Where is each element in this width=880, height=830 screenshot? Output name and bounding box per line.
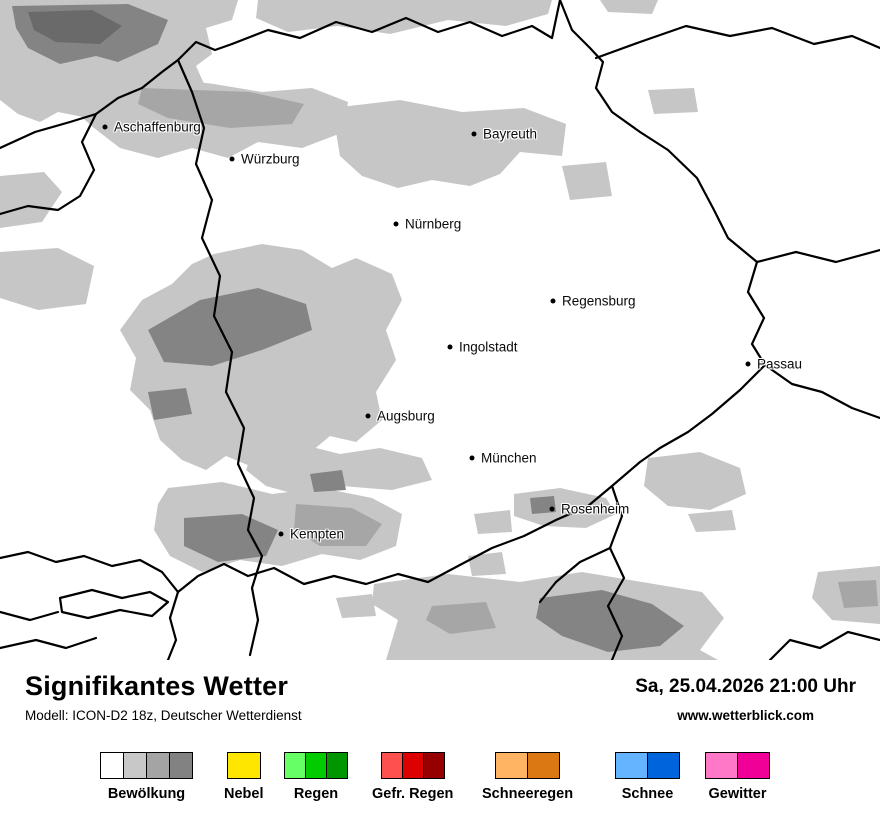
- legend-group-gefr-regen: Gefr. Regen: [372, 752, 453, 802]
- legend-swatches: [284, 752, 348, 779]
- city-dot-icon: [102, 124, 108, 130]
- city-marker-kempten: Kempten: [278, 526, 345, 542]
- city-dot-icon: [447, 344, 453, 350]
- city-dot-icon: [549, 506, 555, 512]
- city-label: München: [481, 450, 537, 466]
- city-marker-bayreuth: Bayreuth: [471, 126, 538, 142]
- city-dot-icon: [471, 131, 477, 137]
- city-marker-augsburg: Augsburg: [365, 408, 435, 424]
- legend-swatches: [226, 752, 261, 779]
- legend-swatch: [401, 752, 424, 779]
- footer-left: Signifikantes Wetter Modell: ICON-D2 18z…: [25, 671, 302, 724]
- legend-swatch: [527, 752, 561, 779]
- model-info: Modell: ICON-D2 18z, Deutscher Wetterdie…: [25, 708, 302, 724]
- website-text: www.wetterblick.com: [677, 708, 815, 723]
- legend-swatch: [326, 752, 348, 779]
- legend-label: Regen: [293, 786, 339, 802]
- city-label: Nürnberg: [405, 216, 462, 232]
- city-dot-icon: [278, 531, 284, 537]
- city-dot-icon: [550, 298, 556, 304]
- city-label: Aschaffenburg: [114, 119, 201, 135]
- cloud-areas: [0, 0, 880, 660]
- city-dot-icon: [469, 455, 475, 461]
- city-marker-rosenheim: Rosenheim: [549, 501, 630, 517]
- legend-swatch: [495, 752, 529, 779]
- city-dot-icon: [229, 156, 235, 162]
- legend-group-schneeregen: Schneeregen: [482, 752, 573, 802]
- city-dot-icon: [745, 361, 751, 367]
- legend-swatch: [123, 752, 147, 779]
- city-marker-ingolstadt: Ingolstadt: [447, 339, 518, 355]
- footer: Signifikantes Wetter Modell: ICON-D2 18z…: [0, 660, 880, 830]
- legend-swatch: [380, 752, 403, 779]
- legend-swatch: [169, 752, 193, 779]
- city-label: Kempten: [290, 526, 345, 542]
- legend-swatch: [305, 752, 327, 779]
- legend-group-gewitter: Gewitter: [705, 752, 770, 802]
- city-marker-wuerzburg: Würzburg: [229, 151, 300, 167]
- legend-swatch: [146, 752, 170, 779]
- legend-group-schnee: Schnee: [615, 752, 680, 802]
- city-label: Rosenheim: [561, 501, 630, 517]
- legend-label: Gefr. Regen: [372, 786, 454, 802]
- legend-swatches: [615, 752, 680, 779]
- city-dot-icon: [393, 221, 399, 227]
- legend-swatch: [647, 752, 680, 779]
- border-lines: [0, 0, 880, 662]
- map-area: Aschaffenburg Würzburg Bayreuth Nürnberg…: [0, 0, 880, 662]
- city-dot-icon: [365, 413, 371, 419]
- footer-right: Sa, 25.04.2026 21:00 Uhr www.wetterblick…: [635, 676, 856, 723]
- city-label: Bayreuth: [483, 126, 538, 142]
- city-marker-muenchen: München: [469, 450, 537, 466]
- legend-swatch: [705, 752, 738, 779]
- legend-label: Gewitter: [708, 786, 767, 802]
- legend-label: Schnee: [621, 786, 674, 802]
- valid-datetime: Sa, 25.04.2026 21:00 Uhr: [635, 676, 856, 697]
- city-marker-nuernberg: Nürnberg: [393, 216, 462, 232]
- legend-swatch: [284, 752, 306, 779]
- legend-label: Nebel: [224, 786, 264, 802]
- city-marker-regensburg: Regensburg: [550, 293, 636, 309]
- legend-swatch: [737, 752, 770, 779]
- legend-swatches: [100, 752, 193, 779]
- legend-swatches: [705, 752, 770, 779]
- city-label: Ingolstadt: [459, 339, 518, 355]
- city-label: Regensburg: [562, 293, 636, 309]
- legend-swatch: [422, 752, 445, 779]
- legend-swatch: [100, 752, 124, 779]
- legend-label: Bewölkung: [107, 786, 186, 802]
- legend-label: Schneeregen: [482, 786, 574, 802]
- legend-group-bewoelkung: Bewölkung: [100, 752, 193, 802]
- city-label: Würzburg: [241, 151, 300, 167]
- legend-swatch: [226, 752, 261, 779]
- city-label: Passau: [757, 356, 803, 372]
- city-label: Augsburg: [377, 408, 435, 424]
- legend-swatches: [495, 752, 561, 779]
- city-marker-passau: Passau: [745, 356, 803, 372]
- weather-map-svg: [0, 0, 880, 662]
- legend-swatch: [615, 752, 648, 779]
- legend-group-nebel: Nebel: [224, 752, 264, 802]
- legend-swatches: [380, 752, 445, 779]
- legend-group-regen: Regen: [284, 752, 348, 802]
- page-title: Signifikantes Wetter: [25, 671, 289, 701]
- legend: Bewölkung Nebel Regen Gefr. Regen Schnee…: [0, 752, 880, 822]
- city-marker-aschaffenburg: Aschaffenburg: [102, 119, 201, 135]
